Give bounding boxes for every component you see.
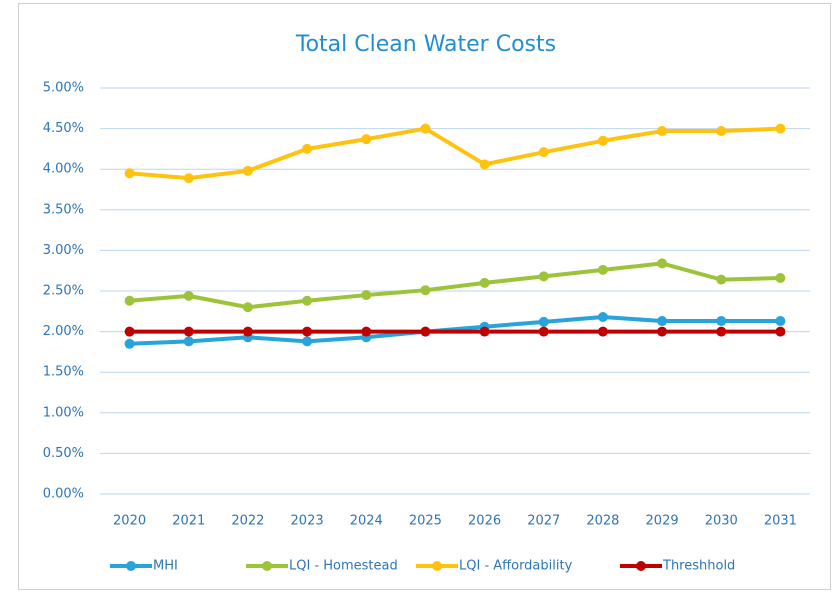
data-point <box>420 326 431 337</box>
data-point <box>538 316 549 327</box>
data-point <box>775 326 786 337</box>
x-tick-label: 2025 <box>409 514 442 529</box>
data-point <box>716 126 727 137</box>
x-tick-label: 2022 <box>231 514 264 529</box>
data-point <box>361 326 372 337</box>
data-point <box>657 126 668 137</box>
series-line <box>129 261 781 310</box>
legend-label: LQI - Affordability <box>459 559 573 574</box>
data-point <box>775 316 786 327</box>
y-tick-label: 4.50% <box>43 121 84 136</box>
data-point <box>657 316 668 327</box>
data-point <box>361 290 372 301</box>
data-point <box>716 274 727 285</box>
x-tick-label: 2024 <box>350 514 383 529</box>
y-tick-label: 5.00% <box>43 81 84 96</box>
legend-marker <box>636 561 646 571</box>
data-point <box>183 326 194 337</box>
data-point <box>479 277 490 288</box>
data-point <box>716 326 727 337</box>
x-tick-label: 2026 <box>468 514 501 529</box>
data-point <box>479 159 490 170</box>
legend-marker <box>262 561 272 571</box>
y-tick-label: 0.00% <box>43 487 84 502</box>
legend-marker <box>126 561 136 571</box>
legend-label: Threshhold <box>662 559 735 574</box>
y-tick-label: 2.50% <box>43 284 84 299</box>
data-point <box>538 271 549 282</box>
data-point <box>302 326 313 337</box>
data-point <box>420 123 431 134</box>
data-point <box>183 336 194 347</box>
data-point <box>183 290 194 301</box>
data-point <box>479 326 490 337</box>
data-point <box>124 326 135 337</box>
x-tick-label: 2023 <box>291 514 324 529</box>
series-line <box>129 314 781 346</box>
data-point <box>361 134 372 145</box>
data-point <box>597 311 608 322</box>
data-point <box>716 316 727 327</box>
y-tick-label: 2.00% <box>43 324 84 339</box>
data-point <box>124 338 135 349</box>
data-point <box>597 264 608 275</box>
y-tick-label: 0.50% <box>43 446 84 461</box>
data-point <box>302 143 313 154</box>
legend-label: MHI <box>153 559 178 574</box>
data-point <box>124 168 135 179</box>
data-point <box>657 258 668 269</box>
data-point <box>538 147 549 158</box>
data-point <box>242 302 253 313</box>
chart-title: Total Clean Water Costs <box>295 32 556 57</box>
x-tick-label: 2021 <box>172 514 205 529</box>
data-point <box>657 326 668 337</box>
x-tick-label: 2030 <box>705 514 738 529</box>
x-tick-label: 2028 <box>586 514 619 529</box>
data-point <box>124 295 135 306</box>
data-point <box>420 285 431 296</box>
y-tick-label: 3.50% <box>43 202 84 217</box>
x-tick-label: 2020 <box>113 514 146 529</box>
y-tick-label: 1.50% <box>43 365 84 380</box>
x-tick-label: 2027 <box>527 514 560 529</box>
data-point <box>302 336 313 347</box>
series-line <box>129 126 781 181</box>
data-point <box>775 273 786 284</box>
data-point <box>242 165 253 176</box>
data-point <box>597 326 608 337</box>
data-point <box>775 123 786 134</box>
data-point <box>538 326 549 337</box>
y-tick-label: 1.00% <box>43 405 84 420</box>
x-tick-label: 2029 <box>646 514 679 529</box>
x-tick-label: 2031 <box>764 514 797 529</box>
data-point <box>183 173 194 184</box>
data-point <box>302 295 313 306</box>
legend-marker <box>432 561 442 571</box>
y-tick-label: 3.00% <box>43 243 84 258</box>
data-point <box>242 326 253 337</box>
chart-frame <box>18 3 831 590</box>
data-point <box>597 135 608 146</box>
y-tick-label: 4.00% <box>43 162 84 177</box>
legend-label: LQI - Homestead <box>289 559 398 574</box>
